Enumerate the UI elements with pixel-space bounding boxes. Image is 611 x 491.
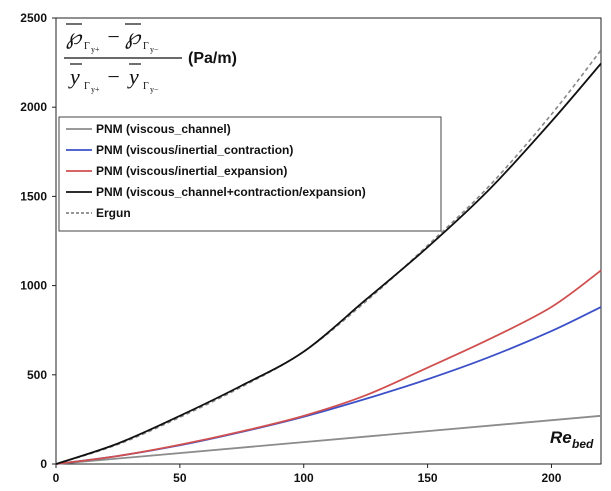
ylabel-num-right-subsub: y− bbox=[150, 45, 159, 54]
y-tick-label: 1000 bbox=[20, 279, 47, 293]
ylabel-num-left: ℘ bbox=[66, 24, 83, 49]
legend-frame bbox=[58, 116, 442, 232]
series-line-pnm-viscous-inertial-expansion bbox=[55, 269, 602, 465]
y-tick-label: 500 bbox=[27, 368, 47, 382]
y-tick-label: 2000 bbox=[20, 100, 47, 114]
xlabel-main: Re bbox=[550, 428, 572, 447]
legend-label-pnm-viscous-inertial-contraction: PNM (viscous/inertial_contraction) bbox=[96, 143, 293, 157]
ylabel-minus-1: − bbox=[106, 24, 121, 49]
series-layer bbox=[55, 49, 602, 465]
series-line-pnm-viscous-channel bbox=[55, 414, 602, 465]
x-axis-ticks: 0 50 100 150 200 bbox=[53, 464, 562, 485]
y-axis-label: ℘ Γ y+ − ℘ Γ y− y Γ y+ − y Γ y− (Pa/m) bbox=[64, 23, 237, 94]
y-axis-ticks: 0 500 1000 1500 2000 2500 bbox=[20, 11, 56, 471]
ylabel-unit: (Pa/m) bbox=[188, 50, 237, 67]
y-tick-label: 2500 bbox=[20, 11, 47, 25]
series-line-pnm-viscous-channel-contraction-expansion bbox=[55, 62, 602, 465]
legend-items: PNM (viscous_channel) PNM (viscous/inerti… bbox=[66, 122, 366, 220]
ylabel-num-left-sub: Γ bbox=[84, 41, 90, 52]
x-tick-label: 100 bbox=[294, 471, 314, 485]
plot-area-frame bbox=[55, 17, 602, 465]
series-line-ergun bbox=[55, 49, 602, 465]
x-tick-label: 50 bbox=[173, 471, 187, 485]
xlabel-sub: bed bbox=[572, 437, 594, 451]
legend-label-pnm-viscous-inertial-expansion: PNM (viscous/inertial_expansion) bbox=[96, 164, 287, 178]
legend-label-pnm-viscous-channel: PNM (viscous_channel) bbox=[96, 122, 231, 136]
ylabel-num-right-sub: Γ bbox=[143, 41, 149, 52]
y-tick-label: 0 bbox=[40, 457, 47, 471]
ylabel-num-left-subsub: y+ bbox=[91, 45, 100, 54]
ylabel-den-right-sub: Γ bbox=[143, 81, 149, 92]
ylabel-den-right-subsub: y− bbox=[150, 85, 159, 94]
ylabel-num-right: ℘ bbox=[125, 24, 142, 49]
ylabel-minus-2: − bbox=[106, 64, 121, 89]
ylabel-den-left-subsub: y+ bbox=[91, 85, 100, 94]
y-tick-label: 1500 bbox=[20, 189, 47, 203]
legend: PNM (viscous_channel) PNM (viscous/inerti… bbox=[58, 116, 442, 232]
legend-label-pnm-viscous-channel-contraction-expansion: PNM (viscous_channel+contraction/expansi… bbox=[96, 185, 366, 199]
ylabel-den-right: y bbox=[127, 64, 139, 89]
x-axis-label: Re bed bbox=[550, 428, 594, 451]
legend-label-ergun: Ergun bbox=[96, 206, 131, 220]
ylabel-den-left: y bbox=[68, 64, 80, 89]
x-tick-label: 150 bbox=[418, 471, 438, 485]
ylabel-den-left-sub: Γ bbox=[84, 81, 90, 92]
x-tick-label: 200 bbox=[541, 471, 561, 485]
x-tick-label: 0 bbox=[53, 471, 60, 485]
